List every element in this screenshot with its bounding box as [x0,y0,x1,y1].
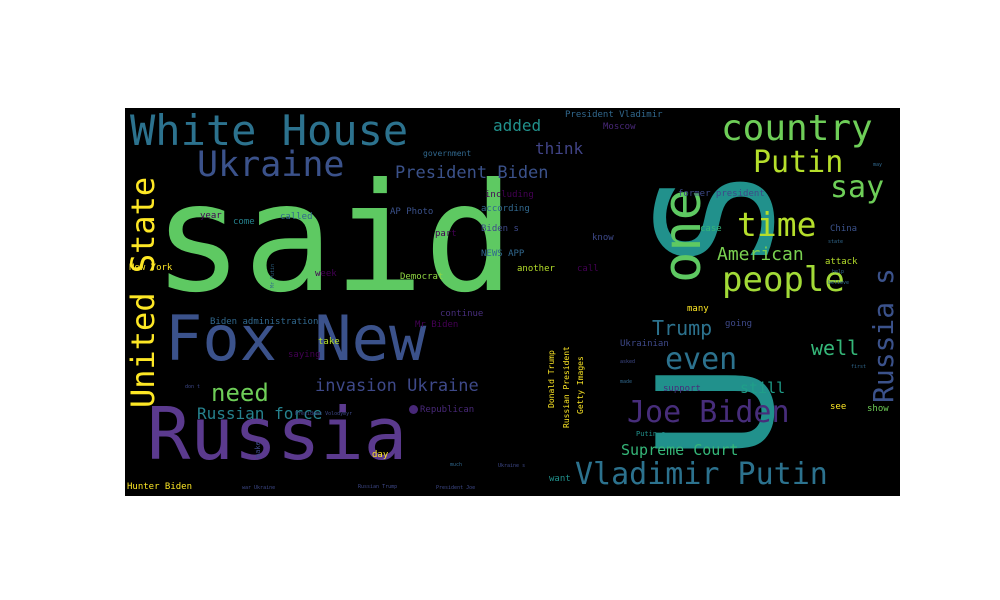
word-donald-trump: Donald Trump [547,350,556,408]
word-former-president: former president [678,189,765,199]
word-united-state: United State [125,176,162,408]
word-know: know [592,233,614,243]
word-time: time [737,205,817,244]
word-called: called [280,212,313,222]
word-help: help [832,269,845,275]
word-first: first [851,364,867,370]
word-white-house: White House [130,108,409,155]
word-saying: saying [288,350,321,360]
word-president-biden: President Biden [395,163,549,183]
word-said: said [153,152,515,326]
word-hunter-biden: Hunter Biden [127,482,193,492]
word-getty-images: Getty Images [576,356,585,414]
word-supreme-court: Supreme Court [621,441,739,459]
word-russian-trump: Russian Trump [358,484,398,490]
word-trump: Trump [652,316,713,340]
word-biden-administration: Biden administration [210,317,319,327]
word-state: state [828,239,844,245]
word-democrat: Democrat [400,272,444,282]
word-putin: Putin [753,145,844,180]
word-mr-biden: Mr Biden [415,320,459,330]
word-biden-s: Biden s [481,224,519,234]
word-well: well [811,336,860,360]
word-invasion-ukraine: invasion Ukraine [315,376,479,396]
word-mr-putin: Mr Putin [270,263,276,288]
word-fox-new: Fox New [165,302,427,375]
word-say: say [830,170,885,205]
word-don-t: don t [185,384,201,390]
word-russian-force: Russian force [197,404,323,423]
word-another: another [517,264,555,274]
bullet-dot [409,405,418,414]
word-ukraine-s: Ukraine s [498,463,526,469]
word-part: part [435,229,457,239]
word-russian-president: Russian President [562,346,571,428]
word-much: much [450,462,463,468]
word-week: week [315,269,337,279]
word-china: China [830,224,858,234]
word-vladimir-putin: Vladimir Putin [575,457,828,492]
word-added: added [493,116,542,135]
word-news-app: NEWS APP [481,249,525,259]
word-see: see [830,402,847,412]
word-support: support [663,384,701,394]
word-show: show [867,404,889,414]
word-president-vladimir: President Vladimir [565,110,663,120]
word-may: may [873,162,883,168]
word-moscow: Moscow [603,122,636,132]
word-russia-s: Russia s [867,268,900,403]
word-cloud: said U S Fox New Russia one White House Ukrain… [125,108,900,496]
word-continue: continue [440,309,484,319]
word-need: need [211,379,269,407]
word-joe-biden: Joe Biden [627,395,790,430]
word-come: come [233,217,255,227]
word-including: including [485,190,534,200]
word-make: make [254,441,262,458]
word-want: want [549,474,571,484]
word-year: year [200,211,222,221]
word-according: according [481,204,530,214]
word-still: still [740,379,786,397]
word-call: call [577,264,599,274]
word-going: going [725,319,753,329]
word-ukrainian: Ukrainian [620,339,669,349]
word-country: country [721,108,873,149]
word-take: take [318,337,340,347]
word-people: people [722,260,845,300]
word-russia: Russia [147,392,408,476]
word-war-ukraine: war Ukraine [242,485,276,491]
word-government: government [423,149,472,158]
word-believe: believe [828,280,850,286]
word-american: American [717,244,804,265]
word-day: day [372,450,389,460]
word-republican: Republican [420,405,475,415]
word-made: made [620,379,633,385]
word-one: one [653,189,713,283]
word-president-volodymyr: President Volodymyr [295,411,353,417]
word-think: think [535,139,584,158]
word-ap-photo: AP Photo [390,207,434,217]
word-new-york: New York [129,263,173,273]
word-putin-s: Putin s [636,430,666,438]
word-attack: attack [825,257,858,267]
word-ukraine: Ukraine [197,145,345,185]
word-even: even [665,342,738,377]
word-case: case [700,224,722,234]
word-president-joe: President Joe [436,485,476,491]
word-many: many [687,304,709,314]
word-asked: asked [620,359,636,365]
